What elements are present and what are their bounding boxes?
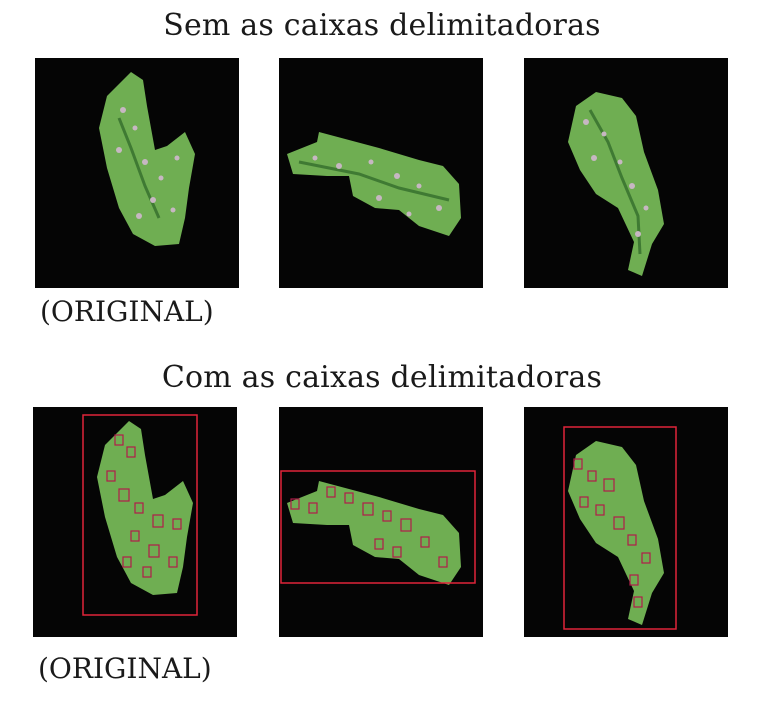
top-original-caption: (ORIGINAL)	[40, 295, 214, 328]
leaf-1-svg	[99, 72, 195, 246]
leaf-image-original-bottom	[33, 407, 237, 637]
bottom-original-caption: (ORIGINAL)	[38, 652, 212, 685]
top-section-title: Sem as caixas delimitadoras	[163, 8, 601, 43]
leaf-image-3-bottom	[524, 407, 728, 637]
leaf-image-2-bottom	[279, 407, 483, 637]
bottom-section-title: Com as caixas delimitadoras	[161, 360, 603, 395]
leaf-image-original-top	[35, 58, 239, 288]
leaf-image-2-top	[279, 58, 483, 288]
leaf-image-3-top	[524, 58, 728, 288]
